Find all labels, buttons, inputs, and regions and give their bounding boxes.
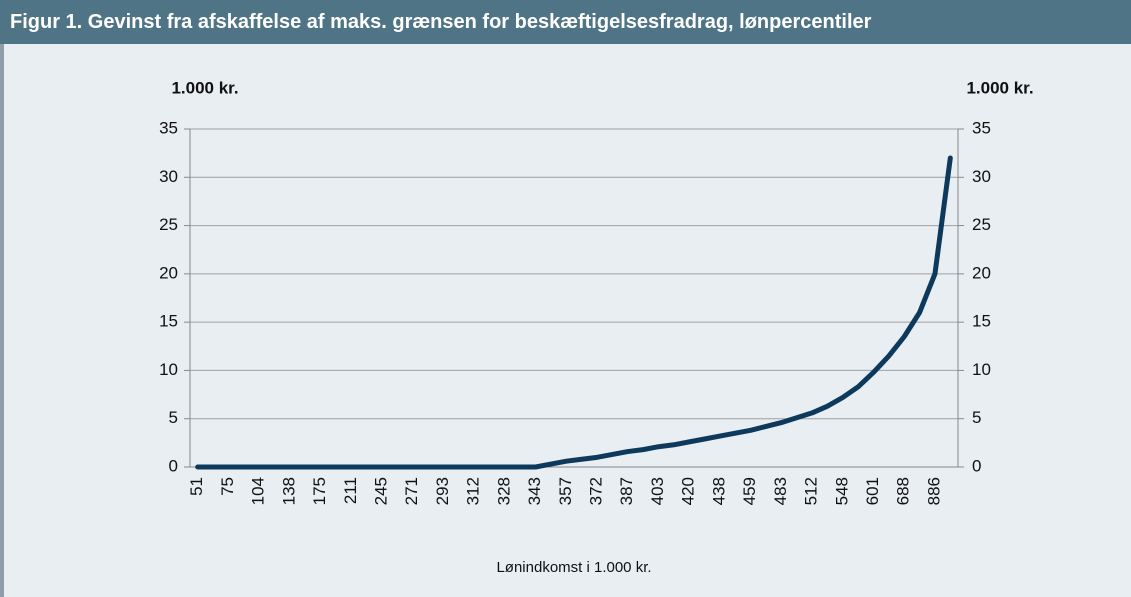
- x-tick-label: 438: [709, 477, 728, 505]
- x-tick-label: 886: [924, 477, 943, 505]
- y2-tick-label: 20: [972, 263, 991, 282]
- y-tick-label: 25: [159, 215, 178, 234]
- y2-tick-label: 5: [972, 408, 981, 427]
- y2-tick-label: 15: [972, 312, 991, 331]
- x-tick-label: 328: [494, 477, 513, 505]
- x-tick-label: 51: [187, 477, 206, 496]
- line-series: [195, 155, 953, 470]
- x-tick-label: 343: [525, 477, 544, 505]
- x-tick-label: 387: [617, 477, 636, 505]
- x-tick-label: 138: [279, 477, 298, 505]
- x-tick-label: 403: [648, 477, 667, 505]
- x-tick-label: 211: [341, 477, 360, 504]
- x-tick-label: 293: [433, 477, 452, 505]
- x-tick-label: 245: [371, 477, 390, 505]
- x-tick-label: 420: [679, 477, 698, 505]
- x-tick-label: 372: [587, 477, 606, 505]
- y-tick-label: 5: [169, 408, 178, 427]
- x-tick-label: 104: [249, 477, 268, 505]
- y-axis-label: 1.000 kr.: [171, 78, 238, 97]
- y-tick-label: 35: [159, 118, 178, 137]
- x-tick-label: 271: [402, 477, 421, 505]
- y2-tick-label: 30: [972, 167, 991, 186]
- x-tick-label: 688: [894, 477, 913, 505]
- y2-axis-label: 1.000 kr.: [966, 78, 1033, 97]
- y-tick-label: 30: [159, 167, 178, 186]
- y2-tick-label: 35: [972, 118, 991, 137]
- x-tick-label: 512: [802, 477, 821, 505]
- x-tick-label: 312: [464, 477, 483, 505]
- y-tick-label: 0: [169, 456, 178, 475]
- border: [0, 44, 4, 597]
- x-tick-label: 357: [556, 477, 575, 505]
- y2-tick-label: 10: [972, 360, 991, 379]
- x-axis-label: Lønindkomst i 1.000 kr.: [496, 559, 651, 576]
- y2-tick-label: 25: [972, 215, 991, 234]
- y-tick-label: 10: [159, 360, 178, 379]
- x-tick-label: 459: [740, 477, 759, 505]
- y-tick-label: 15: [159, 312, 178, 331]
- x-tick-label: 548: [832, 477, 851, 505]
- chart-title: Figur 1. Gevinst fra afskaffelse af maks…: [0, 0, 1131, 44]
- x-tick-label: 601: [863, 477, 882, 505]
- x-tick-label: 175: [310, 477, 329, 505]
- x-tick-label: 75: [218, 477, 237, 496]
- y-tick-label: 20: [159, 263, 178, 282]
- y2-tick-label: 0: [972, 456, 981, 475]
- x-tick-label: 483: [771, 477, 790, 505]
